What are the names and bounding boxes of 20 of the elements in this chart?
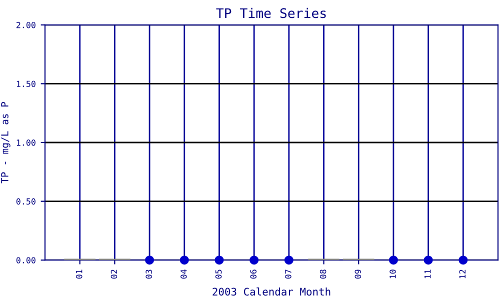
x-tick-label: 06 (250, 270, 257, 279)
chart-title: TP Time Series (216, 8, 326, 18)
x-tick-label: 09 (354, 270, 362, 279)
x-tick-label: 02 (110, 270, 118, 279)
y-tick-label: 1.50 (16, 80, 36, 88)
x-axis-title: 2003 Calendar Month (212, 287, 330, 296)
y-tick-label: 1.00 (16, 140, 36, 146)
x-tick-label: 08 (320, 270, 326, 279)
x-tick-label: 07 (285, 270, 292, 279)
y-tick-label: 2.00 (16, 22, 36, 28)
x-tick-label: 10 (390, 270, 396, 278)
y-tick-label: 0.00 (16, 257, 36, 264)
x-tick-label: 01 (76, 270, 82, 279)
x-tick-label: 12 (459, 270, 466, 278)
y-tick-label: 0.50 (16, 198, 36, 205)
x-tick-label: 04 (180, 270, 187, 279)
x-tick-label: 11 (424, 270, 431, 278)
x-tick-label: 03 (146, 270, 152, 279)
y-axis-title: TP - mg/L as P (1, 102, 10, 184)
x-tick-label: 05 (215, 270, 222, 279)
